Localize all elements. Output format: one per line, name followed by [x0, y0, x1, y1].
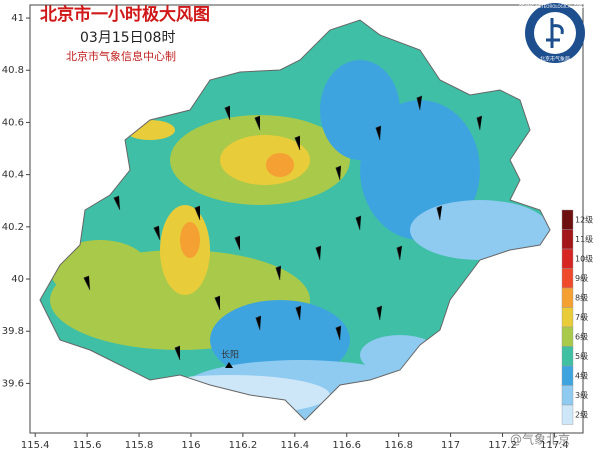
legend-swatch — [561, 248, 574, 269]
legend-swatch — [561, 365, 574, 386]
y-tick-label: 40.8 — [2, 65, 24, 76]
legend-swatch — [561, 326, 574, 347]
x-tick-label: 116.8 — [384, 440, 413, 451]
x-tick-label: 116.6 — [332, 440, 361, 451]
legend-label: 11级 — [575, 234, 593, 244]
legend-label: 8级 — [575, 293, 588, 303]
y-tick-label: 40.2 — [2, 222, 24, 233]
x-tick-label: 116.4 — [280, 440, 309, 451]
legend-swatch — [561, 385, 574, 406]
y-tick-label: 40.4 — [2, 170, 24, 181]
logo-subtext: 北京市气象局 — [540, 56, 570, 63]
legend-label: 5级 — [575, 351, 588, 361]
legend-swatch — [561, 346, 574, 367]
map-credit: 北京市气象信息中心制 — [66, 49, 176, 63]
y-tick-label: 39.6 — [2, 378, 24, 389]
map-title: 北京市一小时极大风图 — [40, 4, 210, 25]
y-tick-label: 39.8 — [2, 326, 24, 337]
legend-label: 2级 — [575, 410, 588, 420]
legend-swatch — [561, 287, 574, 308]
legend-swatch — [561, 229, 574, 250]
x-tick-label: 115.4 — [21, 440, 50, 451]
logo: BEIJING METEOROLOGICAL SERVICE 北京市气象局 — [519, 3, 591, 63]
wind-barbs — [83, 95, 483, 361]
map-subtitle: 03月15日08时 — [80, 30, 175, 46]
x-tick-label: 117.4 — [540, 440, 569, 451]
y-tick-label: 40 — [11, 274, 24, 285]
legend-label: 4级 — [575, 371, 588, 381]
legend-label: 7级 — [575, 312, 588, 322]
legend-label: 10级 — [575, 254, 593, 264]
x-tick-label: 117.2 — [488, 440, 517, 451]
legend-swatch — [561, 404, 574, 425]
place-marker — [225, 362, 233, 368]
legend-label: 12级 — [575, 215, 593, 225]
legend-swatch — [561, 307, 574, 328]
x-tick-label: 116.2 — [229, 440, 258, 451]
y-tick-label: 41 — [11, 13, 24, 24]
logo-text: BEIJING METEOROLOGICAL SERVICE — [519, 4, 591, 9]
legend-label: 3级 — [575, 390, 588, 400]
y-tick-label: 40.6 — [2, 117, 24, 128]
legend-label: 9级 — [575, 273, 588, 283]
legend-swatch — [561, 209, 574, 230]
x-tick-label: 117 — [441, 440, 460, 451]
watermark: @气象北京 — [510, 432, 570, 447]
x-tick-label: 116 — [181, 440, 200, 451]
legend-swatch — [561, 268, 574, 289]
x-tick-label: 115.6 — [73, 440, 102, 451]
x-tick-label: 115.8 — [125, 440, 154, 451]
legend-label: 6级 — [575, 332, 588, 342]
place-label: 长阳 — [221, 349, 239, 361]
